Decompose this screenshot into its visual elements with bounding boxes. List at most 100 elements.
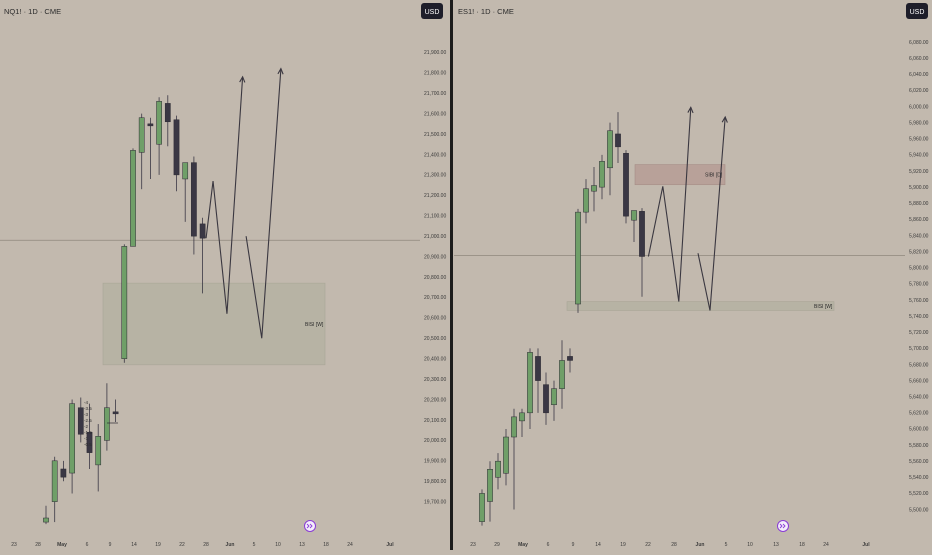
x-tick-label: Jun [226,542,235,548]
y-tick-label: 5,960.00 [909,137,929,143]
y-tick-label: 5,860.00 [909,217,929,223]
y-tick-label: 21,700.00 [424,91,446,97]
candle [60,460,67,482]
fib-label: -0.5 [84,442,92,447]
candle-body [147,123,154,127]
panel-nq: BISI [W] -4-3.5-3-2.5-2-1.5-1-0.5 21,900.0… [0,3,446,548]
projection-arrowhead [687,106,694,114]
currency-badge: USD [421,3,443,19]
candle-body [567,356,573,361]
event-icon[interactable] [777,520,789,532]
y-tick-label: 6,000.00 [909,104,929,110]
candle [191,156,197,255]
y-tick-label: 21,000.00 [424,234,446,240]
candle-body [43,517,49,523]
y-tick-label: 5,620.00 [909,411,929,417]
x-tick-label: 29 [494,542,500,548]
x-tick-label: 10 [747,542,753,548]
candle [599,154,605,200]
chart-title: ES1! · 1D · CME [458,7,514,16]
x-tick-label: 6 [86,542,89,548]
y-tick-label: 20,600.00 [424,316,446,322]
y-tick-label: 5,580.00 [909,443,929,449]
y-tick-label: 20,500.00 [424,336,446,342]
candle [615,112,621,163]
currency-label: USD [910,9,925,16]
y-tick-label: 5,820.00 [909,249,929,255]
fib-label: -3 [84,412,88,417]
candle [130,148,136,247]
fib-label: -2 [84,424,88,429]
event-icon[interactable] [304,520,316,532]
projection-path [647,107,692,302]
candle [511,408,517,510]
zone-1 [566,301,835,311]
candle-body [112,411,119,415]
y-tick-label: 19,900.00 [424,459,446,465]
y-tick-label: 21,500.00 [424,132,446,138]
event-icon-ring [777,520,789,532]
fib-label: -3.5 [84,406,92,411]
candle-body [631,210,637,221]
candle-body [623,153,629,217]
x-tick-label: 14 [595,542,601,548]
x-tick-label: 5 [725,542,728,548]
currency-badge-bg [906,3,928,19]
y-tick-label: 5,500.00 [909,507,929,513]
candle [535,348,541,413]
candle [147,117,154,179]
candle [503,428,509,486]
y-tick-label: 6,060.00 [909,56,929,62]
candle-body [519,412,525,422]
candle-body [191,162,197,237]
y-tick-label: 6,040.00 [909,72,929,78]
x-tick-label: 9 [572,542,575,548]
candle-body [591,185,597,192]
zone-0 [634,164,726,186]
y-tick-label: 21,200.00 [424,193,446,199]
x-tick-label: 18 [799,542,805,548]
candle [51,456,58,523]
candle [583,179,589,224]
y-tick-label: 5,840.00 [909,233,929,239]
candle-body [60,468,67,478]
fib-label: -1.5 [84,430,92,435]
y-tick-label: 5,880.00 [909,201,929,207]
x-tick-label: 13 [773,542,779,548]
y-tick-label: 6,080.00 [909,40,929,46]
x-tick-label: 22 [645,542,651,548]
y-tick-label: 21,600.00 [424,111,446,117]
candle [487,461,493,522]
y-tick-label: 5,700.00 [909,346,929,352]
y-tick-label: 21,100.00 [424,214,446,220]
candle [104,383,110,451]
candle [631,210,637,242]
candle [519,408,525,438]
candle [607,122,613,196]
zone-0 [102,282,326,366]
y-tick-label: 5,560.00 [909,459,929,465]
projection-arrowhead [277,67,284,75]
candle-body [104,407,110,441]
candle-body [511,416,517,438]
y-tick-label: 20,000.00 [424,438,446,444]
x-tick-label: 24 [347,542,353,548]
candle [575,208,581,313]
x-tick-label: 28 [203,542,209,548]
x-tick-label: 23 [470,542,476,548]
fib-label: -4 [84,400,88,405]
x-tick-label: 13 [299,542,305,548]
candle-body [535,356,541,381]
projection-path [697,116,726,311]
candle [86,403,93,469]
event-icon-ring [304,520,316,532]
x-tick-label: May [57,542,67,548]
panel-es: SIBI [D] BISI [W] 6,080.00 6,060.00 6,040.00… [454,3,929,548]
y-tick-label: 19,700.00 [424,499,446,505]
x-tick-label: 24 [823,542,829,548]
candle [173,115,180,192]
y-tick-label: 5,680.00 [909,362,929,368]
x-tick-label: Jun [696,542,705,548]
